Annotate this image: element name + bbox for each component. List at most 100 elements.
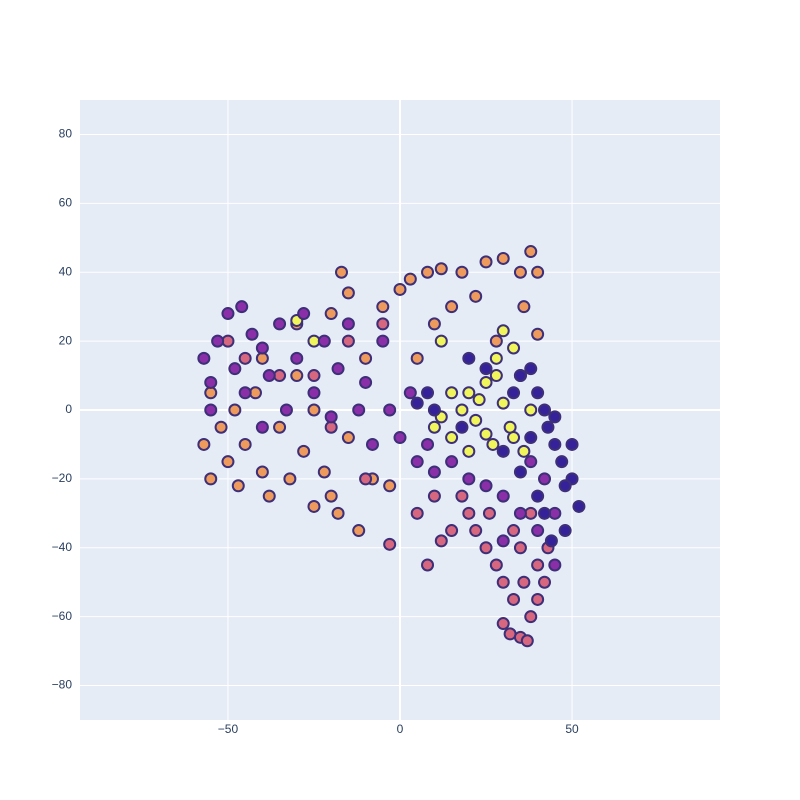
point (421, 386, 435, 400)
point (469, 524, 483, 538)
point (455, 489, 469, 503)
point (445, 455, 459, 469)
point (486, 437, 500, 451)
point (445, 431, 459, 445)
point (359, 472, 373, 486)
point (517, 575, 531, 589)
point (255, 465, 269, 479)
point (434, 334, 448, 348)
point (410, 455, 424, 469)
point (434, 262, 448, 276)
point (376, 317, 390, 331)
y-tick-label: −40 (52, 540, 73, 554)
point (307, 386, 321, 400)
y-tick-label: −20 (52, 471, 73, 485)
point (496, 444, 510, 458)
point (279, 403, 293, 417)
point (455, 265, 469, 279)
point (324, 410, 338, 424)
point (558, 479, 572, 493)
point (496, 575, 510, 589)
point (204, 472, 218, 486)
point (331, 506, 345, 520)
point (538, 472, 552, 486)
point (307, 499, 321, 513)
point (445, 524, 459, 538)
point (517, 300, 531, 314)
point (489, 334, 503, 348)
point (410, 351, 424, 365)
y-tick-label: −80 (52, 678, 73, 692)
point (228, 403, 242, 417)
point (507, 431, 521, 445)
point (231, 479, 245, 493)
point (427, 489, 441, 503)
point (531, 386, 545, 400)
point (317, 334, 331, 348)
point (507, 592, 521, 606)
point (307, 369, 321, 383)
point (238, 437, 252, 451)
point (352, 403, 366, 417)
point (496, 396, 510, 410)
point (393, 282, 407, 296)
point (548, 558, 562, 572)
point (331, 362, 345, 376)
point (538, 575, 552, 589)
point (524, 403, 538, 417)
point (204, 375, 218, 389)
point (273, 420, 287, 434)
point (290, 351, 304, 365)
point (489, 351, 503, 365)
y-tick-label: 60 (59, 196, 73, 210)
point (538, 506, 552, 520)
point (472, 393, 486, 407)
point (538, 403, 552, 417)
point (513, 369, 527, 383)
point (365, 437, 379, 451)
point (214, 420, 228, 434)
point (221, 455, 235, 469)
point (297, 307, 311, 321)
point (496, 617, 510, 631)
point (555, 455, 569, 469)
point (496, 251, 510, 265)
point (324, 307, 338, 321)
point (462, 386, 476, 400)
point (479, 479, 493, 493)
point (524, 610, 538, 624)
point (197, 351, 211, 365)
point (211, 334, 225, 348)
point (517, 444, 531, 458)
point (421, 558, 435, 572)
point (383, 403, 397, 417)
y-tick-label: 80 (59, 127, 73, 141)
point (496, 324, 510, 338)
point (496, 534, 510, 548)
point (341, 286, 355, 300)
point (524, 431, 538, 445)
point (462, 472, 476, 486)
point (376, 334, 390, 348)
point (238, 351, 252, 365)
point (262, 369, 276, 383)
point (341, 334, 355, 348)
y-tick-label: −60 (52, 609, 73, 623)
point (403, 272, 417, 286)
point (341, 431, 355, 445)
point (427, 403, 441, 417)
point (524, 245, 538, 259)
point (335, 265, 349, 279)
point (479, 255, 493, 269)
point (462, 506, 476, 520)
point (341, 317, 355, 331)
point (479, 362, 493, 376)
point (558, 524, 572, 538)
point (462, 351, 476, 365)
point (513, 265, 527, 279)
point (513, 541, 527, 555)
point (531, 558, 545, 572)
point (479, 541, 493, 555)
point (445, 300, 459, 314)
point (507, 386, 521, 400)
